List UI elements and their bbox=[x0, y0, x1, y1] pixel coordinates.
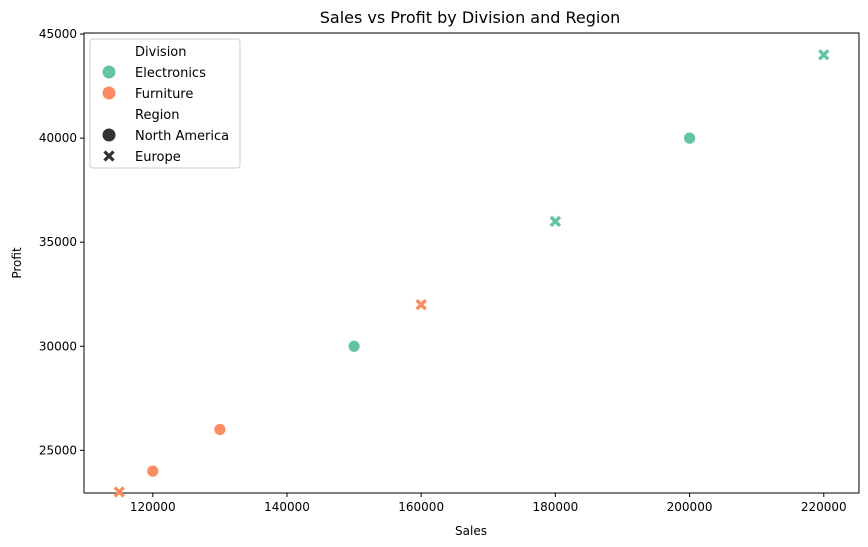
plot-area bbox=[83, 32, 860, 494]
data-point-furniture-europe bbox=[113, 486, 125, 498]
legend-marker-electronics bbox=[102, 65, 116, 79]
data-point-electronics-europe bbox=[549, 215, 562, 228]
x-tick-label: 140000 bbox=[264, 500, 310, 514]
x-tick-label: 200000 bbox=[667, 500, 713, 514]
y-tick-label: 40000 bbox=[39, 131, 77, 145]
chart-title: Sales vs Profit by Division and Region bbox=[320, 8, 621, 27]
y-tick-label: 30000 bbox=[39, 339, 77, 353]
legend-label-furniture: Furniture bbox=[135, 87, 193, 102]
legend-label-north-america: North America bbox=[135, 129, 229, 144]
x-tick-label: 160000 bbox=[398, 500, 444, 514]
legend-marker-europe bbox=[103, 150, 115, 162]
legend: Division Electronics Furniture Region No… bbox=[89, 38, 241, 169]
legend-title-division: Division bbox=[135, 45, 187, 60]
x-axis-label: Sales bbox=[455, 524, 487, 538]
x-tick-label: 120000 bbox=[130, 500, 176, 514]
x-tick-label: 180000 bbox=[532, 500, 578, 514]
data-point-electronics-north-america bbox=[347, 339, 361, 353]
y-axis-label: Profit bbox=[10, 247, 24, 279]
data-point-furniture-north-america bbox=[213, 423, 227, 436]
y-tick-label: 35000 bbox=[39, 235, 77, 249]
data-point-electronics-north-america bbox=[683, 131, 696, 145]
y-tick-label: 45000 bbox=[39, 27, 77, 41]
x-axis: 120000 140000 160000 180000 200000 220000 bbox=[130, 493, 847, 514]
data-points bbox=[113, 49, 830, 498]
y-tick-label: 25000 bbox=[39, 443, 77, 457]
x-tick-label: 220000 bbox=[801, 500, 847, 514]
legend-marker-furniture bbox=[102, 86, 116, 100]
data-point-furniture-north-america bbox=[146, 464, 160, 478]
data-point-furniture-europe bbox=[415, 298, 427, 311]
legend-box bbox=[89, 38, 241, 169]
legend-title-region: Region bbox=[135, 108, 180, 123]
legend-label-europe: Europe bbox=[135, 150, 181, 165]
legend-marker-north-america bbox=[102, 128, 116, 142]
data-point-electronics-europe bbox=[818, 49, 830, 61]
legend-label-electronics: Electronics bbox=[135, 66, 206, 81]
y-axis: 25000 30000 35000 40000 45000 bbox=[39, 27, 84, 457]
